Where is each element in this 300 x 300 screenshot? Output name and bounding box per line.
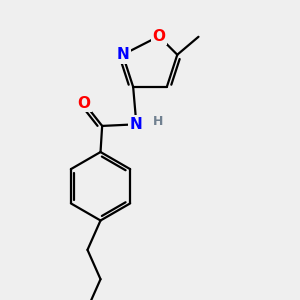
Text: H: H	[152, 115, 163, 128]
Text: N: N	[116, 47, 129, 62]
Text: N: N	[130, 117, 143, 132]
Text: O: O	[152, 29, 165, 44]
Text: O: O	[78, 96, 91, 111]
